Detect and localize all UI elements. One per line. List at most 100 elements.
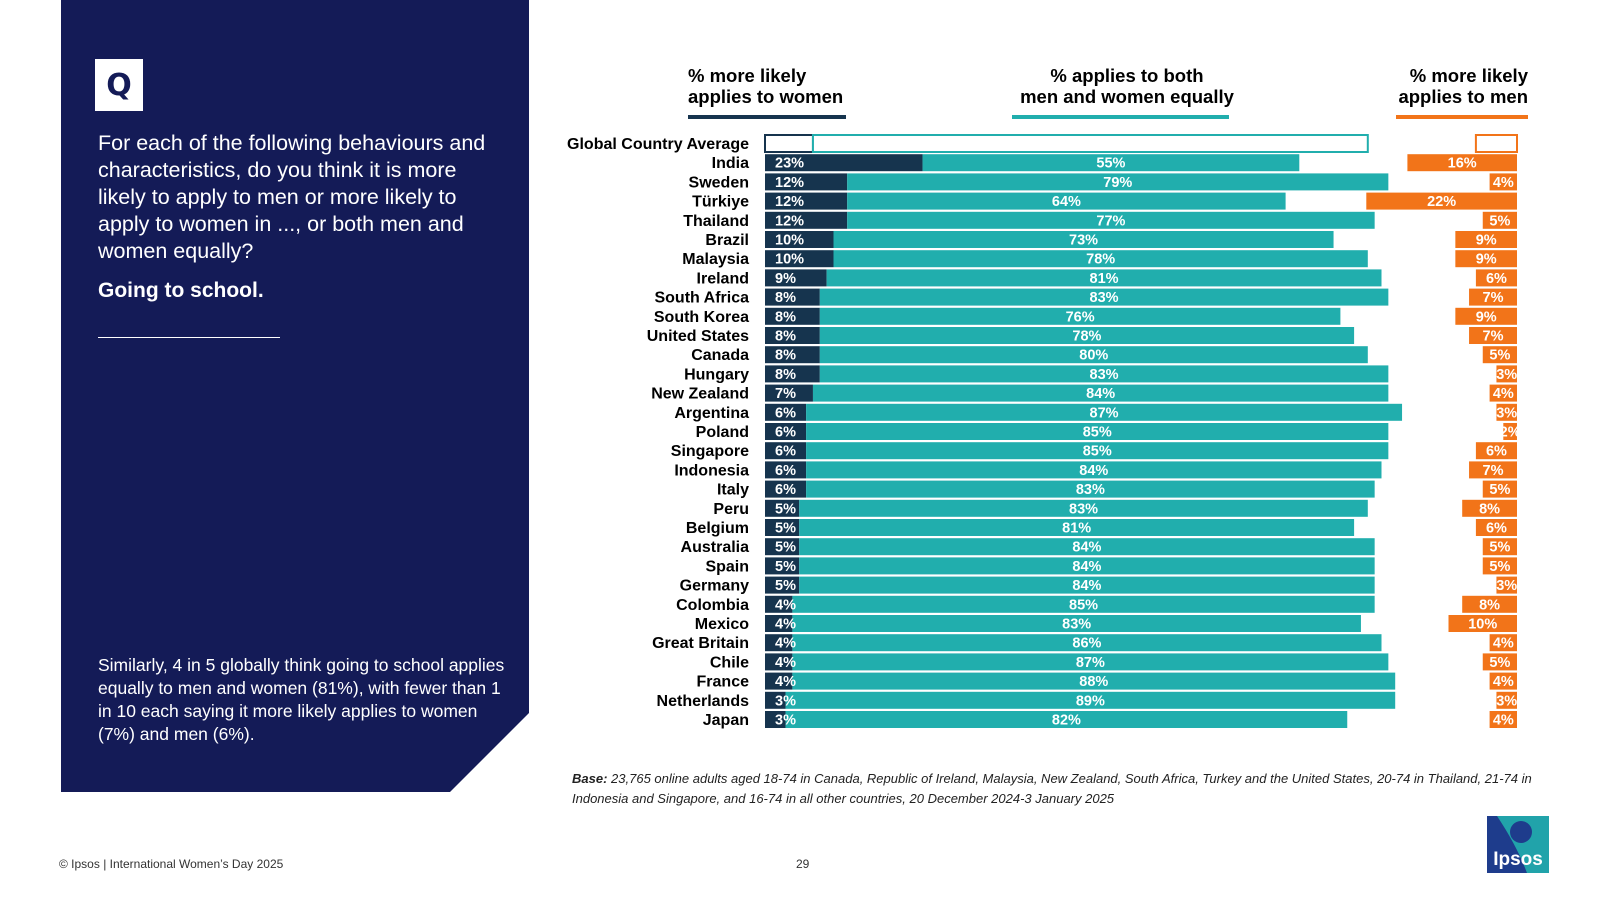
header-both-line1: % applies to both (1050, 65, 1204, 86)
value-label-women: 8% (775, 348, 796, 364)
value-label-women: 4% (775, 655, 796, 671)
value-label-both: 77% (1096, 213, 1125, 229)
bar-both (799, 538, 1375, 556)
category-label: Peru (713, 501, 749, 518)
value-label-women: 5% (775, 559, 796, 575)
value-label-women: 4% (775, 597, 796, 613)
bar-both (799, 499, 1368, 517)
bar-men (1475, 269, 1517, 287)
header-both-underline (1012, 115, 1229, 119)
value-label-men: 4% (1493, 175, 1514, 191)
value-label-both: 82% (1052, 713, 1081, 729)
value-label-men: 6% (1486, 137, 1507, 153)
bar-both (833, 231, 1334, 248)
bar-both (819, 307, 1341, 325)
header-men-line2: applies to men (1398, 86, 1528, 107)
category-label: Hungary (684, 366, 749, 383)
category-label: Canada (691, 347, 749, 364)
value-label-women: 6% (775, 425, 796, 441)
bar-women (765, 365, 820, 383)
bar-both (792, 672, 1396, 690)
bar-women (765, 250, 834, 268)
value-label-women: 8% (775, 329, 796, 345)
value-label-men: 4% (1493, 713, 1514, 729)
bar-both (806, 480, 1375, 498)
category-label: Great Britain (652, 635, 749, 652)
question-badge: Q (95, 59, 143, 111)
category-label: Malaysia (682, 251, 749, 268)
bar-both (792, 634, 1382, 652)
value-label-men: 7% (1483, 463, 1504, 479)
category-label: Japan (703, 712, 749, 729)
bar-both (806, 461, 1382, 479)
bar-men (1489, 711, 1517, 728)
bar-women (765, 269, 827, 287)
value-label-men: 5% (1489, 559, 1510, 575)
value-label-women: 12% (775, 175, 804, 191)
bar-both (847, 192, 1286, 210)
value-label-women: 3% (775, 693, 796, 709)
value-label-women: 6% (775, 444, 796, 460)
value-label-both: 83% (1076, 482, 1105, 498)
bar-men (1475, 442, 1517, 460)
bar-men (1482, 211, 1517, 229)
value-label-men: 9% (1476, 252, 1497, 268)
bar-both (792, 615, 1361, 632)
value-label-men: 3% (1496, 578, 1517, 594)
category-label: United States (647, 328, 749, 345)
logo-text: Ipsos (1493, 849, 1543, 870)
value-label-both: 85% (1083, 425, 1112, 441)
bar-both (819, 365, 1389, 383)
value-label-women: 5% (775, 521, 796, 537)
category-label: Indonesia (674, 462, 749, 479)
bar-women (765, 480, 807, 498)
value-label-both: 73% (1069, 233, 1098, 249)
bar-women (765, 499, 800, 517)
stacked-bar-chart: Global Country Average 7% 81% 6% India 23% 55%… (567, 134, 1519, 729)
value-label-men: 5% (1489, 540, 1510, 556)
bar-women (765, 691, 786, 709)
category-label: Sweden (689, 174, 749, 191)
category-label: France (697, 674, 750, 691)
value-label-both: 64% (1052, 194, 1081, 210)
bar-women (765, 307, 820, 325)
category-label: India (712, 155, 749, 172)
bar-women (765, 461, 807, 479)
bar-both (922, 154, 1300, 172)
bar-both (833, 250, 1368, 268)
bar-women (765, 672, 793, 690)
header-women-line1: % more likely (688, 65, 807, 86)
value-label-men: 5% (1489, 655, 1510, 671)
value-label-both: 79% (1103, 175, 1132, 191)
bar-men (1366, 192, 1517, 210)
base-label: Base: (572, 771, 608, 786)
value-label-women: 5% (775, 578, 796, 594)
value-label-both: 85% (1083, 444, 1112, 460)
category-label: Australia (681, 539, 750, 556)
value-label-men: 8% (1479, 501, 1500, 517)
value-label-both: 83% (1069, 501, 1098, 517)
value-label-women: 4% (775, 636, 796, 652)
value-label-women: 3% (775, 713, 796, 729)
base-note: Base: 23,765 online adults aged 18-74 in… (572, 769, 1572, 809)
value-label-men: 4% (1493, 636, 1514, 652)
bar-both (847, 173, 1389, 191)
bar-men (1489, 384, 1517, 402)
question-text: For each of the following behaviours and… (98, 131, 486, 263)
value-label-both: 80% (1079, 348, 1108, 364)
value-label-both: 84% (1072, 578, 1101, 594)
bar-both (792, 595, 1375, 613)
bar-women (765, 576, 800, 594)
value-label-both: 84% (1079, 463, 1108, 479)
value-label-men: 10% (1468, 617, 1497, 633)
bar-men (1455, 307, 1517, 325)
category-label: Chile (710, 654, 749, 671)
value-label-women: 23% (775, 156, 804, 172)
value-label-women: 10% (775, 252, 804, 268)
value-label-men: 9% (1476, 233, 1497, 249)
value-label-both: 89% (1076, 693, 1105, 709)
value-label-both: 55% (1096, 156, 1125, 172)
bar-women (765, 231, 834, 248)
category-label: Global Country Average (567, 136, 749, 153)
bar-women (765, 288, 820, 306)
